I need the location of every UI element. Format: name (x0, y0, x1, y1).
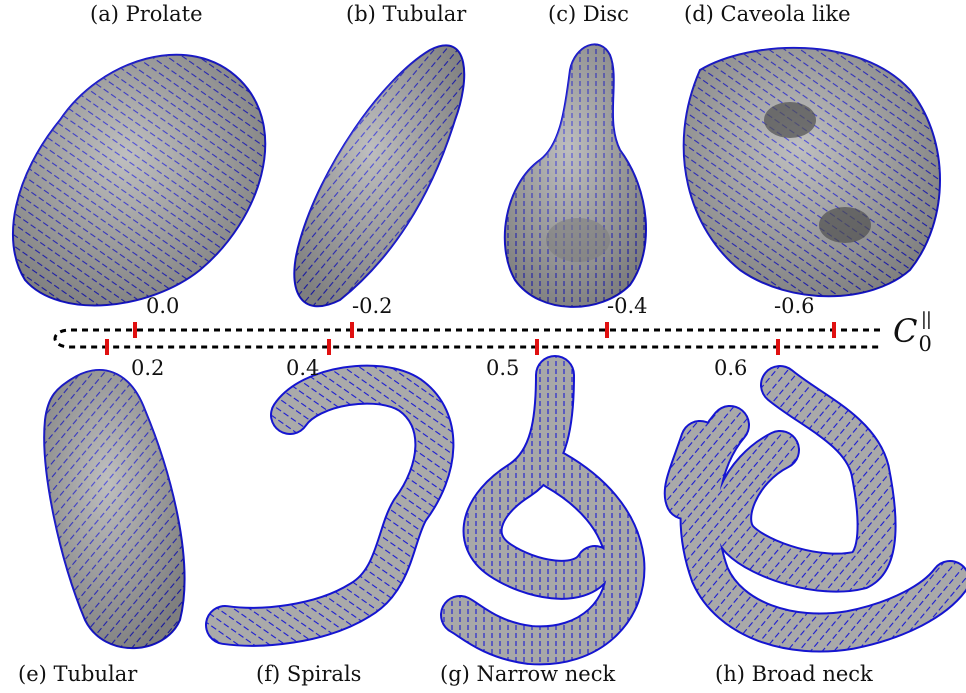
tick-label-lower: 0.4 (286, 356, 320, 380)
parameter-axis (53, 322, 880, 355)
vesicle-caveola (682, 46, 941, 298)
caption-prolate: (a) Prolate (90, 2, 203, 26)
vesicle-disc (503, 43, 647, 308)
tick-label-upper: -0.4 (607, 294, 648, 318)
axis-subscript: 0 (918, 332, 932, 356)
vesicle-tubular-bottom (43, 369, 186, 650)
axis-symbol: C (893, 312, 918, 350)
tick-label-upper: -0.6 (774, 294, 815, 318)
caption-tubular-top: (b) Tubular (346, 2, 467, 26)
vesicle-narrow-neck (440, 355, 646, 666)
tick-label-lower: 0.2 (131, 356, 165, 380)
caption-broad-neck: (h) Broad neck (715, 662, 873, 686)
vesicle-prolate (12, 53, 267, 307)
tick-label-lower: 0.6 (714, 356, 748, 380)
axis-superscript: || (920, 309, 932, 330)
caption-narrow-neck: (g) Narrow neck (440, 662, 616, 686)
tick-label-lower: 0.5 (486, 356, 520, 380)
axis-label: C0|| (893, 309, 932, 356)
caption-caveola: (d) Caveola like (684, 2, 851, 26)
vesicle-tubular-top (293, 44, 466, 308)
caption-disc: (c) Disc (548, 2, 629, 26)
tick-label-upper: -0.2 (352, 294, 393, 318)
caption-tubular-bottom: (e) Tubular (18, 662, 138, 686)
caption-spirals: (f) Spirals (256, 662, 362, 686)
tick-label-upper: 0.0 (146, 294, 180, 318)
vesicle-spirals (205, 364, 455, 647)
vesicle-broad-neck (663, 365, 966, 653)
